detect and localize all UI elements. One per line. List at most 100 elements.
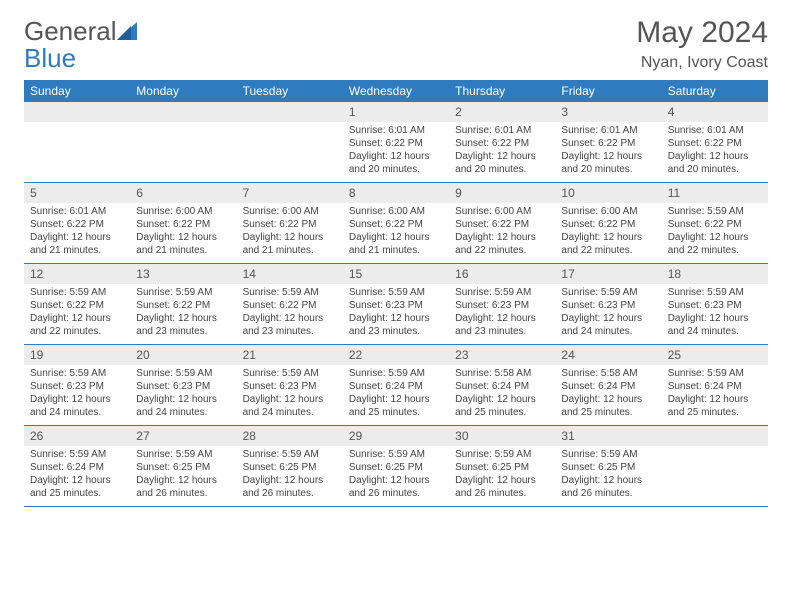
day-cell: Sunrise: 5:59 AMSunset: 6:23 PMDaylight:… xyxy=(24,365,130,425)
day-info-line: Daylight: 12 hours and 22 minutes. xyxy=(455,231,549,257)
day-header: Monday xyxy=(130,80,236,102)
logo-text-block: General Blue xyxy=(24,18,137,71)
day-info-line: Daylight: 12 hours and 20 minutes. xyxy=(349,150,443,176)
day-cell: Sunrise: 6:01 AMSunset: 6:22 PMDaylight:… xyxy=(662,122,768,182)
day-info-line: Daylight: 12 hours and 21 minutes. xyxy=(349,231,443,257)
day-header-row: SundayMondayTuesdayWednesdayThursdayFrid… xyxy=(24,80,768,102)
day-info-line: Sunrise: 6:00 AM xyxy=(349,205,443,218)
day-info-line: Sunrise: 6:00 AM xyxy=(243,205,337,218)
day-info-line: Daylight: 12 hours and 25 minutes. xyxy=(561,393,655,419)
day-info-line: Sunset: 6:22 PM xyxy=(136,299,230,312)
day-cell: Sunrise: 5:59 AMSunset: 6:23 PMDaylight:… xyxy=(130,365,236,425)
day-cell: Sunrise: 5:59 AMSunset: 6:22 PMDaylight:… xyxy=(237,284,343,344)
day-number: 13 xyxy=(130,264,236,284)
day-info-line: Sunrise: 5:59 AM xyxy=(30,448,124,461)
day-cell: Sunrise: 6:01 AMSunset: 6:22 PMDaylight:… xyxy=(343,122,449,182)
daynum-strip: 262728293031 xyxy=(24,426,768,446)
day-number: 9 xyxy=(449,183,555,203)
day-info-line: Sunset: 6:23 PM xyxy=(349,299,443,312)
day-cell: Sunrise: 5:59 AMSunset: 6:25 PMDaylight:… xyxy=(449,446,555,506)
day-info-line: Sunset: 6:23 PM xyxy=(668,299,762,312)
day-info-line: Sunrise: 6:00 AM xyxy=(561,205,655,218)
day-cell: Sunrise: 5:59 AMSunset: 6:25 PMDaylight:… xyxy=(130,446,236,506)
day-cell: Sunrise: 6:01 AMSunset: 6:22 PMDaylight:… xyxy=(555,122,661,182)
day-info-line: Sunrise: 5:59 AM xyxy=(561,286,655,299)
day-info-line: Daylight: 12 hours and 25 minutes. xyxy=(349,393,443,419)
day-info-line: Sunrise: 5:59 AM xyxy=(668,286,762,299)
content-strip: Sunrise: 5:59 AMSunset: 6:22 PMDaylight:… xyxy=(24,284,768,344)
day-number: 7 xyxy=(237,183,343,203)
day-cell xyxy=(662,446,768,506)
day-info-line: Sunrise: 5:59 AM xyxy=(243,286,337,299)
day-cell: Sunrise: 5:59 AMSunset: 6:23 PMDaylight:… xyxy=(237,365,343,425)
week-row: 262728293031Sunrise: 5:59 AMSunset: 6:24… xyxy=(24,426,768,507)
day-info-line: Sunrise: 5:58 AM xyxy=(561,367,655,380)
day-info-line: Sunrise: 5:59 AM xyxy=(243,367,337,380)
day-header: Tuesday xyxy=(237,80,343,102)
day-number: 30 xyxy=(449,426,555,446)
day-info-line: Daylight: 12 hours and 22 minutes. xyxy=(668,231,762,257)
day-info-line: Sunset: 6:22 PM xyxy=(136,218,230,231)
day-cell: Sunrise: 5:59 AMSunset: 6:22 PMDaylight:… xyxy=(662,203,768,263)
day-info-line: Sunset: 6:25 PM xyxy=(561,461,655,474)
day-cell: Sunrise: 6:01 AMSunset: 6:22 PMDaylight:… xyxy=(24,203,130,263)
day-info-line: Sunrise: 5:59 AM xyxy=(136,286,230,299)
day-info-line: Sunrise: 5:59 AM xyxy=(668,205,762,218)
day-number: 20 xyxy=(130,345,236,365)
day-info-line: Sunset: 6:23 PM xyxy=(561,299,655,312)
day-cell: Sunrise: 6:01 AMSunset: 6:22 PMDaylight:… xyxy=(449,122,555,182)
week-row: 12131415161718Sunrise: 5:59 AMSunset: 6:… xyxy=(24,264,768,345)
day-info-line: Sunrise: 6:01 AM xyxy=(349,124,443,137)
day-number: 22 xyxy=(343,345,449,365)
content-strip: Sunrise: 5:59 AMSunset: 6:24 PMDaylight:… xyxy=(24,446,768,506)
day-info-line: Daylight: 12 hours and 26 minutes. xyxy=(455,474,549,500)
day-info-line: Sunset: 6:23 PM xyxy=(30,380,124,393)
day-info-line: Daylight: 12 hours and 20 minutes. xyxy=(668,150,762,176)
day-info-line: Daylight: 12 hours and 26 minutes. xyxy=(349,474,443,500)
day-cell: Sunrise: 5:58 AMSunset: 6:24 PMDaylight:… xyxy=(555,365,661,425)
day-info-line: Sunrise: 6:01 AM xyxy=(668,124,762,137)
day-number: 2 xyxy=(449,102,555,122)
day-info-line: Sunrise: 5:59 AM xyxy=(561,448,655,461)
day-info-line: Daylight: 12 hours and 25 minutes. xyxy=(30,474,124,500)
day-number: 5 xyxy=(24,183,130,203)
daynum-strip: 1234 xyxy=(24,102,768,122)
day-number: 12 xyxy=(24,264,130,284)
day-info-line: Sunrise: 6:01 AM xyxy=(30,205,124,218)
day-cell: Sunrise: 5:59 AMSunset: 6:25 PMDaylight:… xyxy=(555,446,661,506)
day-info-line: Sunset: 6:22 PM xyxy=(561,137,655,150)
day-cell: Sunrise: 5:59 AMSunset: 6:23 PMDaylight:… xyxy=(449,284,555,344)
daynum-strip: 19202122232425 xyxy=(24,345,768,365)
day-number: 27 xyxy=(130,426,236,446)
day-cell: Sunrise: 5:59 AMSunset: 6:22 PMDaylight:… xyxy=(24,284,130,344)
day-info-line: Sunset: 6:25 PM xyxy=(136,461,230,474)
day-info-line: Daylight: 12 hours and 23 minutes. xyxy=(243,312,337,338)
title-block: May 2024 Nyan, Ivory Coast xyxy=(636,18,768,72)
day-number: 4 xyxy=(662,102,768,122)
day-cell: Sunrise: 6:00 AMSunset: 6:22 PMDaylight:… xyxy=(449,203,555,263)
day-info-line: Daylight: 12 hours and 25 minutes. xyxy=(455,393,549,419)
day-cell: Sunrise: 6:00 AMSunset: 6:22 PMDaylight:… xyxy=(237,203,343,263)
day-info-line: Sunset: 6:22 PM xyxy=(30,299,124,312)
day-info-line: Daylight: 12 hours and 24 minutes. xyxy=(668,312,762,338)
day-number: 26 xyxy=(24,426,130,446)
day-number: 16 xyxy=(449,264,555,284)
day-info-line: Sunrise: 5:59 AM xyxy=(30,367,124,380)
day-cell: Sunrise: 5:59 AMSunset: 6:24 PMDaylight:… xyxy=(343,365,449,425)
day-info-line: Daylight: 12 hours and 26 minutes. xyxy=(136,474,230,500)
day-info-line: Sunset: 6:22 PM xyxy=(243,218,337,231)
day-info-line: Sunrise: 5:58 AM xyxy=(455,367,549,380)
day-info-line: Sunset: 6:23 PM xyxy=(136,380,230,393)
day-info-line: Sunset: 6:22 PM xyxy=(30,218,124,231)
day-number: 8 xyxy=(343,183,449,203)
day-number: 3 xyxy=(555,102,661,122)
week-row: 19202122232425Sunrise: 5:59 AMSunset: 6:… xyxy=(24,345,768,426)
day-info-line: Sunrise: 5:59 AM xyxy=(349,286,443,299)
day-info-line: Sunset: 6:22 PM xyxy=(455,137,549,150)
day-info-line: Daylight: 12 hours and 24 minutes. xyxy=(243,393,337,419)
day-number: 28 xyxy=(237,426,343,446)
day-info-line: Sunset: 6:24 PM xyxy=(349,380,443,393)
day-info-line: Sunset: 6:25 PM xyxy=(243,461,337,474)
day-info-line: Daylight: 12 hours and 20 minutes. xyxy=(561,150,655,176)
day-number: 15 xyxy=(343,264,449,284)
